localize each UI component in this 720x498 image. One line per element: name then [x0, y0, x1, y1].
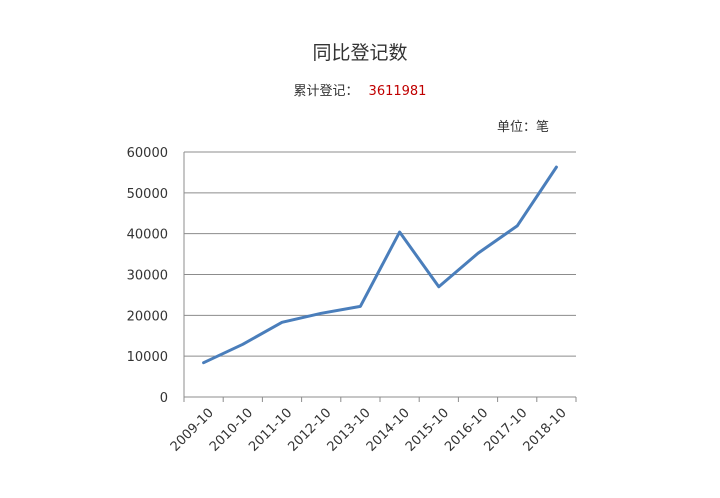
- data-point: [516, 224, 519, 228]
- data-point: [280, 321, 284, 324]
- y-tick-label: 40000: [127, 228, 168, 243]
- gridlines: [184, 151, 576, 357]
- data-point: [359, 305, 362, 308]
- series-line-0: [202, 165, 558, 365]
- x-tick-label: 2018-10: [521, 406, 570, 455]
- y-tick-label: 50000: [127, 187, 168, 202]
- series: [202, 165, 558, 365]
- y-tick-label: 20000: [127, 309, 168, 324]
- data-point: [437, 285, 440, 288]
- y-tick-label: 60000: [127, 146, 168, 161]
- cumulative-label: 累计登记：: [293, 84, 359, 99]
- chart-title: 同比登记数: [312, 42, 408, 64]
- x-axis-tick-labels: 2009-102010-102011-102012-102013-102014-…: [168, 406, 570, 455]
- data-point: [241, 343, 244, 346]
- y-tick-label: 10000: [127, 350, 168, 365]
- y-axis-tick-labels: 0 10000 20000 30000 40000 50000 60000: [127, 146, 168, 406]
- data-point: [476, 252, 480, 255]
- cumulative-value: 3611981: [368, 84, 427, 99]
- data-point: [555, 165, 558, 169]
- y-tick-label: 30000: [127, 269, 168, 284]
- data-point: [398, 230, 401, 234]
- data-point: [202, 361, 205, 364]
- y-tick-label: 0: [160, 391, 168, 406]
- data-point: [320, 312, 323, 315]
- cumulative-registrations: 累计登记： 3611981: [0, 80, 720, 99]
- unit-label: 单位：笔: [497, 120, 550, 135]
- axes: [183, 152, 577, 402]
